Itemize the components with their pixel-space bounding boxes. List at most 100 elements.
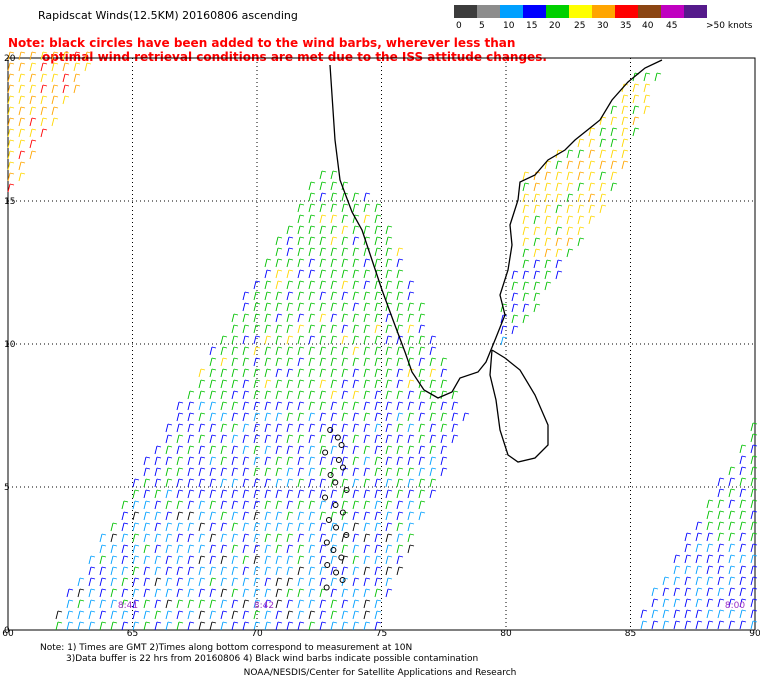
wind-barb bbox=[242, 577, 250, 587]
wind-barb bbox=[374, 302, 382, 312]
wind-barb bbox=[308, 566, 316, 576]
wind-barb bbox=[18, 84, 26, 94]
wind-barb bbox=[319, 500, 327, 510]
wind-barb bbox=[55, 610, 63, 620]
wind-barb bbox=[176, 566, 184, 576]
wind-barb bbox=[750, 499, 758, 509]
wind-barb bbox=[297, 478, 305, 488]
wind-barb bbox=[176, 577, 184, 587]
wind-barb bbox=[407, 467, 415, 477]
legend-swatch bbox=[546, 5, 569, 18]
wind-barb bbox=[143, 555, 151, 565]
wind-barb bbox=[319, 225, 327, 235]
wind-barb bbox=[154, 544, 162, 554]
wind-barb-swaths bbox=[7, 51, 758, 631]
wind-barb bbox=[363, 533, 371, 543]
wind-barb bbox=[253, 423, 261, 433]
wind-barb bbox=[231, 445, 239, 455]
wind-barb bbox=[330, 368, 338, 378]
lon-tick-label: 60 bbox=[2, 629, 14, 639]
wind-barb bbox=[40, 51, 48, 61]
wind-barb bbox=[297, 346, 305, 356]
wind-barb bbox=[684, 598, 692, 608]
wind-barb bbox=[187, 390, 195, 400]
wind-barb bbox=[308, 313, 316, 323]
wind-barb bbox=[176, 599, 184, 609]
wind-barb bbox=[51, 95, 59, 105]
wind-barb bbox=[385, 577, 393, 587]
wind-barb bbox=[297, 445, 305, 455]
wind-barb bbox=[684, 576, 692, 586]
wind-barb bbox=[73, 51, 81, 61]
wind-barb bbox=[533, 303, 541, 313]
wind-barb bbox=[330, 456, 338, 466]
wind-barb bbox=[385, 522, 393, 532]
wind-barb bbox=[330, 533, 338, 543]
wind-barb bbox=[341, 489, 349, 499]
wind-barb bbox=[330, 291, 338, 301]
wind-barb bbox=[418, 445, 426, 455]
wind-barb bbox=[728, 510, 736, 520]
wind-barb bbox=[522, 303, 530, 313]
wind-barb bbox=[407, 390, 415, 400]
wind-barb bbox=[110, 599, 118, 609]
wind-barb bbox=[610, 105, 618, 115]
wind-barb bbox=[62, 84, 70, 94]
wind-barb bbox=[176, 423, 184, 433]
wind-barb bbox=[654, 72, 662, 82]
wind-barb bbox=[418, 401, 426, 411]
wind-barb bbox=[51, 51, 59, 61]
wind-barb bbox=[632, 116, 640, 126]
wind-barb bbox=[242, 346, 250, 356]
wind-barb bbox=[198, 511, 206, 521]
wind-barb bbox=[396, 357, 404, 367]
wind-barb bbox=[253, 522, 261, 532]
wind-barb bbox=[286, 247, 294, 257]
wind-barb bbox=[264, 335, 272, 345]
wind-barb bbox=[220, 621, 228, 631]
wind-barb bbox=[319, 456, 327, 466]
wind-barb bbox=[242, 522, 250, 532]
wind-barb bbox=[40, 117, 48, 127]
wind-barb bbox=[143, 511, 151, 521]
wind-barb bbox=[717, 488, 725, 498]
wind-barb bbox=[511, 314, 519, 324]
wind-barb bbox=[319, 181, 327, 191]
wind-barb bbox=[286, 379, 294, 389]
maldives-island bbox=[323, 584, 330, 591]
wind-barb bbox=[352, 478, 360, 488]
wind-barb bbox=[154, 478, 162, 488]
wind-barb bbox=[643, 94, 651, 104]
wind-barb bbox=[308, 478, 316, 488]
wind-barb bbox=[341, 401, 349, 411]
wind-barb bbox=[275, 247, 283, 257]
wind-barb bbox=[18, 95, 26, 105]
wind-barb bbox=[717, 510, 725, 520]
wind-barb bbox=[555, 270, 563, 280]
wind-barb bbox=[154, 599, 162, 609]
wind-barb bbox=[286, 566, 294, 576]
wind-barb bbox=[621, 138, 629, 148]
wind-barb bbox=[297, 368, 305, 378]
wind-barb bbox=[242, 489, 250, 499]
wind-barb bbox=[297, 577, 305, 587]
wind-barb bbox=[165, 555, 173, 565]
wind-barb bbox=[308, 434, 316, 444]
wind-barb bbox=[275, 291, 283, 301]
wind-barb bbox=[396, 500, 404, 510]
wind-barb bbox=[418, 390, 426, 400]
wind-barb bbox=[511, 281, 519, 291]
wind-barb bbox=[275, 445, 283, 455]
wind-barb bbox=[275, 555, 283, 565]
wind-barb bbox=[621, 116, 629, 126]
wind-barb bbox=[231, 489, 239, 499]
wind-barb bbox=[220, 566, 228, 576]
wind-barb bbox=[242, 324, 250, 334]
wind-barb bbox=[544, 281, 552, 291]
legend-swatch bbox=[592, 5, 615, 18]
wind-barb bbox=[187, 489, 195, 499]
wind-barb bbox=[297, 258, 305, 268]
wind-barb bbox=[308, 467, 316, 477]
wind-barb bbox=[385, 467, 393, 477]
wind-barb bbox=[385, 368, 393, 378]
